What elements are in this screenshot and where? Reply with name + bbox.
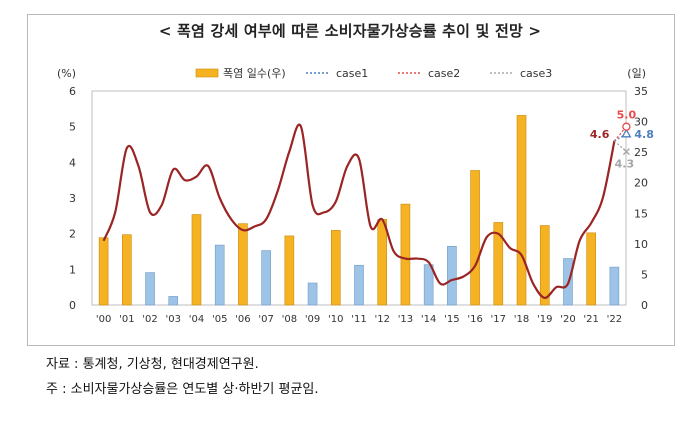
source-note: 자료 : 통계청, 기상청, 현대경제연구원.: [46, 357, 259, 372]
x-tick-label: '08: [282, 314, 297, 325]
heatwave-bar: [447, 246, 457, 306]
scenario-marker-case2: [622, 122, 631, 131]
left-tick-label: 2: [69, 228, 76, 241]
heatwave-bar: [539, 225, 550, 306]
heatwave-bar: [493, 222, 504, 306]
scenario-label-case2: 5.0: [617, 109, 637, 122]
heatwave-bar: [238, 223, 248, 306]
legend-label-case3: case3: [520, 67, 552, 80]
x-tick-label: '21: [583, 314, 598, 325]
heatwave-bar: [168, 296, 179, 306]
left-tick-label: 4: [69, 156, 76, 169]
chart-title: < 폭염 강세 여부에 따른 소비자물가상승률 추이 및 전망 >: [158, 22, 542, 40]
x-tick-label: '10: [328, 314, 343, 325]
legend-swatch-bars: [195, 68, 219, 78]
left-tick-label: 6: [69, 85, 76, 98]
x-tick-label: '18: [514, 314, 529, 325]
x-tick-label: '15: [444, 314, 459, 325]
legend-label-bars: 폭염 일수(우): [223, 66, 286, 80]
scenario-label-case3: 4.3: [615, 158, 635, 171]
heatwave-bar: [191, 214, 202, 306]
x-tick-label: '19: [537, 314, 552, 325]
heatwave-bar: [98, 237, 109, 306]
heatwave-bar: [377, 219, 388, 306]
heatwave-bar: [586, 232, 596, 306]
heatwave-bar: [261, 250, 271, 306]
x-tick-label: '07: [258, 314, 273, 325]
x-tick-label: '01: [119, 314, 134, 325]
left-tick-label: 0: [69, 299, 76, 312]
left-tick-label: 1: [69, 263, 76, 276]
legend-label-case1: case1: [336, 67, 368, 80]
heatwave-bar: [214, 244, 225, 306]
x-tick-label: '00: [96, 314, 111, 325]
right-tick-label: 25: [634, 146, 648, 159]
left-tick-label: 5: [69, 121, 76, 134]
footnote: 주 : 소비자물가상승률은 연도별 상·하반기 평균임.: [46, 382, 319, 397]
x-tick-label: '11: [351, 314, 366, 325]
right-tick-label: 0: [641, 299, 648, 312]
right-tick-label: 5: [641, 268, 648, 281]
right-tick-label: 10: [634, 238, 648, 251]
right-tick-label: 20: [634, 177, 648, 190]
heatwave-bar: [122, 234, 132, 306]
heatwave-bar: [145, 272, 155, 306]
last-value-annotation: 4.6: [590, 128, 610, 141]
scenario-label-case1: 4.8: [634, 128, 654, 141]
x-tick-label: '12: [374, 314, 389, 325]
heatwave-bar: [609, 266, 620, 306]
x-tick-label: '09: [305, 314, 320, 325]
left-axis-unit: (%): [57, 67, 76, 80]
heatwave-bar: [307, 282, 318, 306]
heatwave-bar: [423, 264, 434, 306]
right-tick-label: 35: [634, 85, 648, 98]
x-tick-label: '22: [607, 314, 622, 325]
heatwave-bar: [400, 203, 411, 306]
x-tick-label: '17: [491, 314, 506, 325]
legend-label-case2: case2: [428, 67, 460, 80]
x-tick-label: '13: [398, 314, 413, 325]
heatwave-bar: [354, 264, 364, 306]
right-axis-unit: (일): [627, 66, 646, 80]
scenario-marker-case1: [621, 128, 632, 138]
left-tick-label: 3: [69, 192, 76, 205]
heatwave-bar: [516, 115, 527, 306]
x-tick-label: '03: [166, 314, 181, 325]
x-tick-label: '06: [235, 314, 250, 325]
scenario-marker-case3: [622, 148, 630, 156]
heatwave-bar: [284, 235, 295, 306]
x-tick-label: '02: [142, 314, 157, 325]
x-tick-label: '05: [212, 314, 227, 325]
x-tick-label: '20: [560, 314, 575, 325]
x-tick-label: '04: [189, 314, 204, 325]
right-tick-label: 30: [634, 116, 648, 129]
heatwave-bar: [470, 170, 480, 306]
scenario-connector-case2: [613, 126, 627, 142]
x-tick-label: '16: [467, 314, 482, 325]
right-tick-label: 15: [634, 207, 648, 220]
cpi-line: [102, 123, 616, 299]
x-tick-label: '14: [421, 314, 436, 325]
heatwave-bar: [330, 230, 341, 306]
